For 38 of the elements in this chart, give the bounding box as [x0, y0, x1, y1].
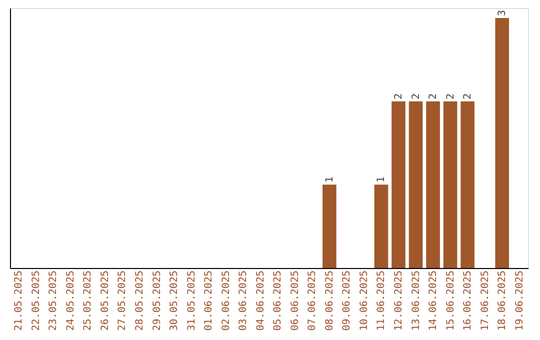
x-tick-label: 31.05.2025	[186, 270, 198, 331]
x-tick-label: 14.06.2025	[428, 270, 440, 331]
data-label: 1	[324, 176, 336, 183]
x-tick-label: 06.06.2025	[290, 270, 301, 331]
data-label: 3	[497, 10, 508, 16]
x-tick-label: 16.06.2025	[462, 270, 474, 331]
x-tick-label: 22.05.2025	[30, 270, 42, 331]
x-tick-label: 03.06.2025	[238, 270, 250, 331]
x-tick-label: 09.06.2025	[342, 270, 353, 331]
x-tick-label: 26.05.2025	[100, 270, 111, 331]
data-label: 2	[462, 93, 474, 100]
x-tick-label: 10.06.2025	[358, 270, 370, 331]
x-tick-label: 15.06.2025	[445, 270, 456, 331]
x-tick-label: 19.06.2025	[514, 270, 526, 331]
x-tick-label: 27.05.2025	[117, 270, 128, 331]
x-tick-label: 30.05.2025	[169, 270, 180, 331]
x-tick-label: 25.05.2025	[82, 270, 94, 331]
x-tick-label: 23.05.2025	[48, 270, 60, 331]
data-label: 2	[445, 93, 456, 100]
x-tick-label: 24.05.2025	[65, 270, 76, 331]
x-tick-label: 08.06.2025	[324, 270, 336, 331]
data-label: 2	[394, 93, 404, 100]
x-tick-label: 04.06.2025	[255, 270, 266, 331]
x-tick-label: 13.06.2025	[410, 270, 422, 331]
x-tick-label: 17.06.2025	[480, 270, 491, 331]
x-tick-label: 02.06.2025	[220, 270, 232, 331]
x-tick-label: 21.05.2025	[14, 270, 25, 331]
x-tick-label: 18.06.2025	[497, 270, 508, 331]
x-tick-label: 28.05.2025	[134, 270, 146, 331]
data-label: 1	[376, 176, 388, 183]
x-tick-label: 01.06.2025	[204, 270, 215, 331]
x-tick-label: 05.06.2025	[272, 270, 284, 331]
x-tick-label: 07.06.2025	[307, 270, 318, 331]
x-tick-label: 12.06.2025	[394, 270, 404, 331]
x-tick-label: 29.05.2025	[152, 270, 163, 331]
data-label: 2	[428, 93, 440, 100]
data-label: 2	[410, 93, 422, 100]
x-tick-label: 11.06.2025	[376, 270, 388, 331]
